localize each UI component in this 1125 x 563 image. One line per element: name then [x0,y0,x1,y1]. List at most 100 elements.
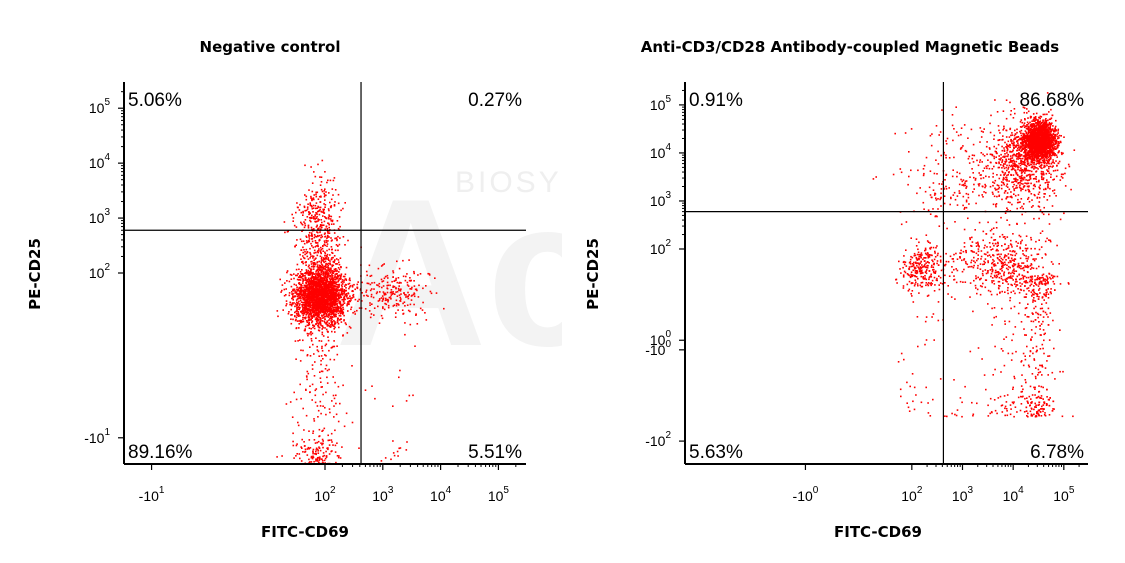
data-point [334,299,337,301]
data-point [329,299,331,301]
data-point [330,198,333,201]
data-point [337,267,340,269]
data-point [319,377,322,379]
data-point [341,446,343,448]
data-point [340,289,342,291]
data-point [313,298,316,301]
data-point [331,273,333,276]
data-point [331,304,334,306]
data-point [315,337,317,339]
data-point [328,324,330,327]
data-point [1038,391,1040,393]
data-point [1048,118,1051,121]
data-point [334,310,337,313]
data-point [390,458,392,461]
data-point [1048,129,1050,132]
data-point [443,307,445,310]
data-point [316,291,318,293]
data-point [384,299,387,302]
data-point [297,306,300,308]
data-point [312,197,315,199]
data-point [337,385,340,388]
data-point [409,280,412,282]
data-point [318,269,321,272]
data-point [326,286,328,288]
data-point [1031,128,1033,131]
data-point [333,405,335,407]
data-point [335,263,337,265]
data-point [290,318,292,320]
data-point [1042,151,1045,154]
data-point [351,286,354,288]
data-point [310,271,312,273]
data-point [384,275,387,278]
data-point [369,283,372,286]
data-point [330,240,333,242]
data-point [1049,133,1051,135]
data-point [304,298,306,300]
data-point [325,307,327,310]
data-point [1043,124,1045,126]
data-point [291,297,294,299]
data-point [314,361,316,363]
data-point [315,276,317,279]
data-point [318,282,321,285]
data-point [325,306,327,309]
data-point [325,217,327,219]
data-point [314,246,317,248]
data-point [300,321,302,324]
data-point [319,280,321,282]
data-point [303,226,306,229]
data-point [1034,116,1037,118]
data-point [289,303,291,306]
data-point [338,310,341,312]
data-point [300,284,302,287]
data-point [340,209,342,212]
data-point [320,314,323,317]
data-point [310,291,313,293]
data-point [1023,122,1026,124]
data-point [302,339,304,342]
data-point [1023,133,1026,135]
data-point [345,284,347,286]
data-point [1052,165,1054,167]
data-point [339,294,341,296]
data-point [315,226,318,228]
data-point [305,269,308,271]
data-point [320,359,322,362]
data-point [343,290,345,292]
data-point [321,386,323,388]
data-point [341,279,344,281]
data-point [305,276,307,279]
data-point [333,261,335,264]
data-point [342,306,344,309]
data-point [302,255,304,257]
data-point [310,327,312,330]
data-point [327,266,329,268]
data-point [330,282,333,284]
data-point [298,300,300,303]
data-point [305,195,308,198]
data-point [338,314,341,317]
data-point [331,257,333,259]
data-point [308,286,310,288]
data-point [337,279,340,281]
data-point [334,322,337,324]
data-point [330,317,333,320]
data-point [1024,358,1027,361]
data-point [316,308,318,310]
data-point [391,293,394,295]
data-point [369,302,371,304]
data-point [315,251,317,254]
data-point [338,268,341,271]
data-point [317,303,319,306]
data-point [330,313,333,316]
data-point [407,291,409,294]
data-point [305,252,308,255]
data-point [1060,151,1063,154]
data-point [311,235,313,238]
data-point [334,274,336,276]
data-point [328,214,330,216]
data-point [301,312,304,314]
data-point [1023,146,1025,148]
